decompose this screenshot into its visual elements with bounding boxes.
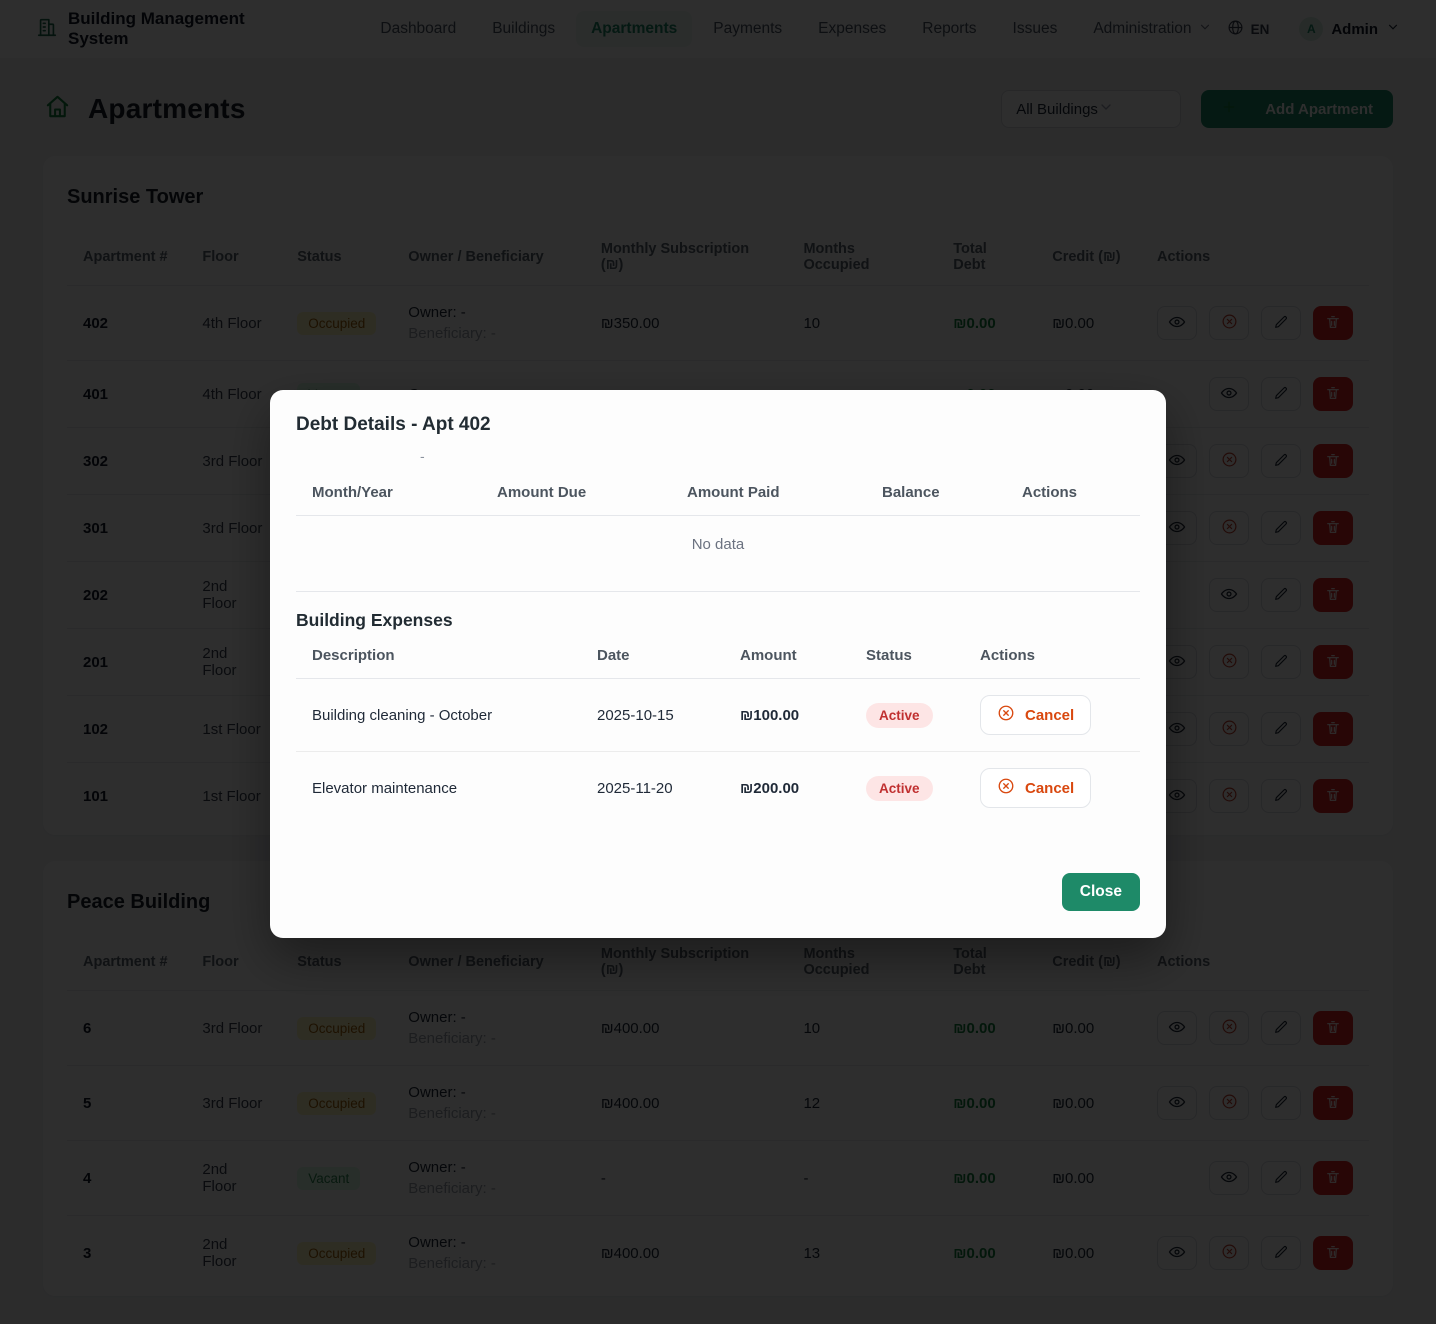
- expense-amount: ₪100.00: [724, 678, 850, 752]
- no-data-message: No data: [296, 515, 1140, 592]
- expense-date: 2025-11-20: [581, 751, 724, 824]
- close-modal-button[interactable]: Close: [1061, 873, 1140, 911]
- col-status: Status: [850, 633, 964, 679]
- status-badge: Active: [866, 775, 933, 801]
- col-date: Date: [581, 633, 724, 679]
- circle-x-icon: [997, 704, 1015, 726]
- col-actions: Actions: [964, 633, 1140, 679]
- expenses-header-row: Description Date Amount Status Actions: [296, 633, 1140, 679]
- col-month-year: Month/Year: [296, 470, 481, 516]
- col-amount-due: Amount Due: [481, 470, 671, 516]
- cancel-label: Cancel: [1025, 706, 1075, 724]
- cancel-expense-button[interactable]: Cancel: [980, 768, 1092, 808]
- col-actions: Actions: [1006, 470, 1140, 516]
- cancel-label: Cancel: [1025, 779, 1075, 797]
- building-expenses-title: Building Expenses: [296, 610, 453, 630]
- col-amount: Amount: [724, 633, 850, 679]
- debt-header-row: Month/Year Amount Due Amount Paid Balanc…: [296, 470, 1140, 516]
- cancel-expense-button[interactable]: Cancel: [980, 695, 1092, 735]
- expense-description: Elevator maintenance: [296, 751, 581, 824]
- expense-date: 2025-10-15: [581, 678, 724, 752]
- status-badge: Active: [866, 702, 933, 728]
- col-amount-paid: Amount Paid: [671, 470, 866, 516]
- col-description: Description: [296, 633, 581, 679]
- debt-details-modal: Debt Details - Apt 402 - Month/Year Amou…: [270, 390, 1166, 938]
- modal-title: Debt Details - Apt 402: [296, 414, 491, 435]
- col-balance: Balance: [866, 470, 1006, 516]
- expenses-table: Description Date Amount Status Actions B…: [296, 633, 1140, 824]
- expense-description: Building cleaning - October: [296, 678, 581, 752]
- expense-amount: ₪200.00: [724, 751, 850, 824]
- expense-row: Building cleaning - October 2025-10-15 ₪…: [296, 678, 1140, 752]
- circle-x-icon: [997, 777, 1015, 799]
- expense-row: Elevator maintenance 2025-11-20 ₪200.00 …: [296, 751, 1140, 824]
- modal-subtitle: -: [420, 448, 425, 464]
- debt-table: Month/Year Amount Due Amount Paid Balanc…: [296, 470, 1140, 592]
